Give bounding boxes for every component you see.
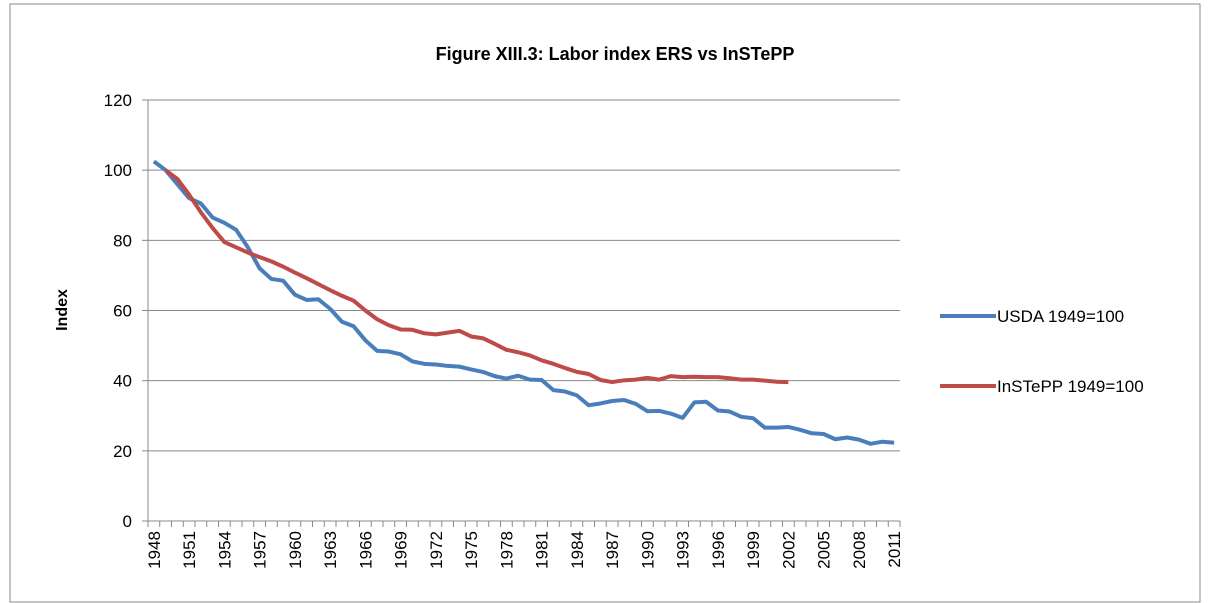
y-tick-label: 80 [113, 231, 132, 250]
x-tick-label: 1996 [709, 531, 728, 569]
y-axis-title: Index [54, 289, 71, 331]
y-tick-label: 40 [113, 372, 132, 391]
x-tick-label: 1963 [321, 531, 340, 569]
y-tick-label: 20 [113, 442, 132, 461]
x-tick-label: 1972 [427, 531, 446, 569]
x-tick-label: 1987 [603, 531, 622, 569]
chart-title: Figure XIII.3: Labor index ERS vs InSTeP… [436, 44, 795, 64]
x-tick-label: 1948 [145, 531, 164, 569]
x-tick-label: 1984 [568, 531, 587, 569]
y-tick-label: 0 [123, 512, 132, 531]
x-tick-label: 1981 [533, 531, 552, 569]
x-tick-label: 1951 [180, 531, 199, 569]
x-tick-label: 1993 [674, 531, 693, 569]
x-tick-label: 1975 [462, 531, 481, 569]
series-line [152, 159, 895, 446]
y-tick-label: 60 [113, 302, 132, 321]
x-tick-label: 2002 [779, 531, 798, 569]
x-tick-label: 2011 [885, 531, 904, 568]
x-tick-label: 2005 [815, 531, 834, 569]
x-tick-label: 1957 [251, 531, 270, 569]
x-tick-label: 1978 [497, 531, 516, 569]
x-tick-label: 1990 [638, 531, 657, 569]
chart-border [9, 3, 1201, 603]
x-tick-label: 1999 [744, 531, 763, 569]
legend-label: USDA 1949=100 [997, 307, 1124, 326]
y-tick-label: 120 [104, 91, 132, 110]
x-tick-label: 1954 [215, 531, 234, 569]
x-tick-label: 2008 [850, 531, 869, 569]
y-tick-label: 100 [104, 161, 132, 180]
series-line [164, 168, 789, 385]
x-tick-label: 1960 [286, 531, 305, 569]
x-tick-label: 1969 [392, 531, 411, 569]
x-tick-label: 1966 [356, 531, 375, 569]
legend-label: InSTePP 1949=100 [997, 377, 1144, 396]
